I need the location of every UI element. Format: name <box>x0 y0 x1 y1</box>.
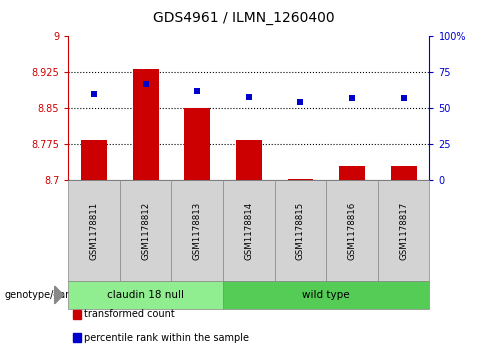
Text: wild type: wild type <box>303 290 350 300</box>
Bar <box>184 107 210 180</box>
Text: genotype/variation: genotype/variation <box>5 290 98 300</box>
Bar <box>391 166 417 180</box>
Point <box>348 95 356 101</box>
Point <box>245 94 253 99</box>
Text: claudin 18 null: claudin 18 null <box>107 290 184 300</box>
Bar <box>236 140 262 180</box>
Text: GSM1178811: GSM1178811 <box>90 201 99 260</box>
Text: transformed count: transformed count <box>84 309 175 319</box>
Text: GSM1178815: GSM1178815 <box>296 201 305 260</box>
Point <box>142 81 150 86</box>
Text: GDS4961 / ILMN_1260400: GDS4961 / ILMN_1260400 <box>153 11 335 25</box>
Text: GSM1178817: GSM1178817 <box>399 201 408 260</box>
Bar <box>339 166 365 180</box>
Bar <box>81 140 107 180</box>
Point <box>90 91 98 97</box>
Bar <box>287 179 313 180</box>
Point <box>297 99 305 105</box>
Point <box>193 88 201 94</box>
Text: GSM1178813: GSM1178813 <box>193 201 202 260</box>
Text: percentile rank within the sample: percentile rank within the sample <box>84 333 249 343</box>
Point <box>400 95 407 101</box>
Bar <box>133 69 159 180</box>
Text: GSM1178816: GSM1178816 <box>347 201 357 260</box>
Text: GSM1178812: GSM1178812 <box>141 201 150 260</box>
Text: GSM1178814: GSM1178814 <box>244 201 253 260</box>
